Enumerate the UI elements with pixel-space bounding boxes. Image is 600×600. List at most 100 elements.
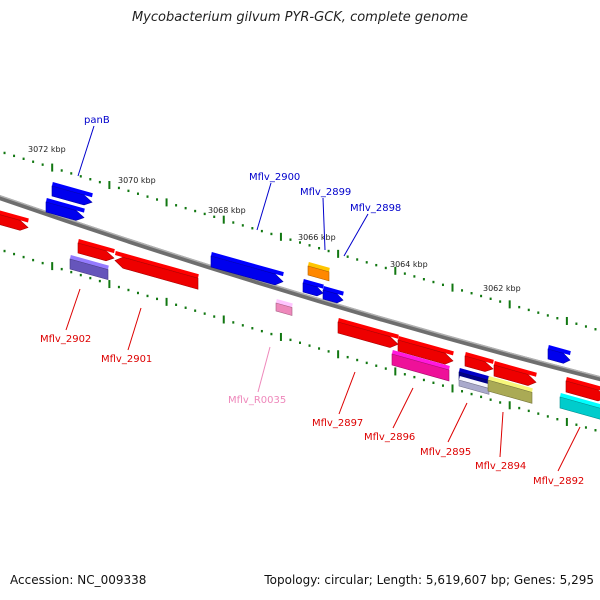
gene-block-Mflv_2902b-top-face bbox=[70, 255, 109, 270]
scale-tick bbox=[546, 314, 549, 317]
gene-block-panB bbox=[51, 182, 93, 206]
gene-label-Mflv_2894: Mflv_2894 bbox=[475, 461, 526, 472]
gene-block-Mflv_2894a-front-face bbox=[493, 364, 537, 386]
scale-tick bbox=[384, 266, 387, 270]
genome-backbone bbox=[0, 195, 600, 382]
scale-tick bbox=[213, 215, 216, 218]
scale-tick bbox=[222, 315, 225, 324]
scale-tick bbox=[499, 300, 502, 303]
scale-tick bbox=[32, 258, 35, 262]
gene-block-Mflv_2895a-top-face bbox=[465, 352, 494, 364]
scale-tick bbox=[422, 378, 425, 382]
scale-tick bbox=[565, 316, 568, 325]
gene-block-Mflv_2898b-top-face bbox=[323, 286, 344, 296]
scale-tick bbox=[251, 327, 254, 330]
scale-tick bbox=[537, 311, 540, 314]
scale-tick bbox=[127, 189, 130, 193]
scale-tick bbox=[146, 195, 149, 198]
gene-block-Mflv_2895c-top-face bbox=[459, 376, 490, 389]
scale-tick bbox=[556, 317, 559, 320]
scale-tick bbox=[117, 186, 120, 190]
gene-label-Mflv_2899: Mflv_2899 bbox=[300, 187, 351, 198]
scale-tick bbox=[584, 325, 587, 328]
gene-block-Mflv_2894b-top-face bbox=[488, 376, 533, 393]
gene-block-Mflv_2896a bbox=[397, 336, 454, 365]
gene-block-Mflv_2898a-front-face bbox=[302, 282, 324, 297]
gene-block-right-blue bbox=[547, 345, 571, 364]
gene-block-Mflv_2902-front-face bbox=[77, 242, 115, 262]
scale-tick bbox=[375, 263, 378, 267]
gene-block-Mflv_R0035-top-face bbox=[276, 299, 293, 308]
scale-tick bbox=[441, 283, 444, 287]
gene-block-right-blue-front-face bbox=[547, 348, 571, 364]
scale-tick bbox=[527, 308, 530, 312]
scale-tick bbox=[3, 249, 6, 253]
gene-block-Mflv_2892a bbox=[565, 377, 600, 402]
scale-tick bbox=[356, 358, 359, 362]
scale-tick bbox=[356, 258, 359, 261]
scale-tick bbox=[136, 291, 139, 295]
scale-tick bbox=[384, 367, 387, 370]
gene-block-Mflv_2895a-front-face bbox=[464, 355, 494, 372]
accession-text: Accession: NC_009338 bbox=[10, 573, 147, 587]
kbp-label: 3072 kbp bbox=[28, 145, 66, 154]
scale-tick bbox=[232, 321, 235, 324]
scale-tick bbox=[165, 198, 168, 207]
scale-tick bbox=[346, 255, 349, 258]
scale-tick bbox=[270, 232, 273, 236]
scale-tick bbox=[270, 332, 273, 336]
scale-tick bbox=[41, 261, 44, 265]
callout-lines bbox=[65, 125, 581, 472]
scale-tick bbox=[470, 292, 473, 295]
gene-block-Mflv_2899-front-face bbox=[307, 265, 330, 282]
scale-tick bbox=[480, 395, 483, 399]
scale-tick bbox=[194, 209, 197, 213]
scale-tick bbox=[213, 315, 216, 318]
gene-label-Mflv_2898: Mflv_2898 bbox=[350, 203, 401, 214]
scale-tick bbox=[432, 381, 435, 384]
scale-tick bbox=[175, 204, 178, 207]
scale-tick bbox=[327, 249, 330, 253]
scale-tick bbox=[575, 322, 578, 325]
scale-tick bbox=[413, 275, 416, 278]
gene-block-Mflv_2901 bbox=[114, 251, 199, 290]
scale-tick bbox=[146, 294, 149, 298]
scale-tick bbox=[308, 244, 311, 247]
scale-tick bbox=[375, 364, 378, 367]
scale-tick bbox=[279, 232, 282, 241]
scale-tick bbox=[51, 262, 54, 271]
scale-tick bbox=[489, 398, 492, 401]
scale-tick bbox=[537, 412, 540, 415]
gene-block-Mflv_2898b bbox=[322, 286, 344, 304]
scale-tick bbox=[470, 392, 473, 396]
scale-tick bbox=[222, 215, 225, 224]
scale-tick bbox=[51, 163, 54, 172]
scale-tick bbox=[22, 157, 25, 160]
gene-label-Mflv_2901: Mflv_2901 bbox=[101, 354, 152, 365]
gene-block-left-edge bbox=[0, 210, 29, 231]
scale-tick bbox=[441, 384, 444, 387]
gene-block-panB-2 bbox=[45, 198, 85, 221]
scale-tick bbox=[184, 206, 187, 210]
scale-tick bbox=[108, 280, 111, 289]
scale-tick bbox=[89, 178, 92, 181]
scale-tick bbox=[279, 332, 282, 341]
scale-tick bbox=[41, 163, 44, 166]
scale-tick bbox=[584, 426, 587, 429]
scale-tick bbox=[394, 367, 397, 376]
scale-tick bbox=[136, 192, 139, 195]
gene-block-Mflv_2897-top-face bbox=[338, 318, 399, 339]
scale-tick bbox=[89, 276, 92, 280]
scale-tick bbox=[203, 312, 206, 315]
gene-label-Mflv_2902: Mflv_2902 bbox=[40, 334, 91, 345]
scale-tick bbox=[365, 261, 368, 264]
gene-block-Mflv_2894a-top-face bbox=[494, 361, 537, 377]
scale-tick bbox=[461, 390, 464, 393]
gene-block-Mflv_2895b-top-face bbox=[459, 368, 490, 381]
scale-tick bbox=[156, 297, 159, 301]
gene-block-Mflv_2896a-top-face bbox=[398, 336, 454, 356]
scale-tick bbox=[241, 324, 244, 327]
scale-tick bbox=[175, 303, 178, 307]
scale-tick bbox=[318, 347, 321, 350]
